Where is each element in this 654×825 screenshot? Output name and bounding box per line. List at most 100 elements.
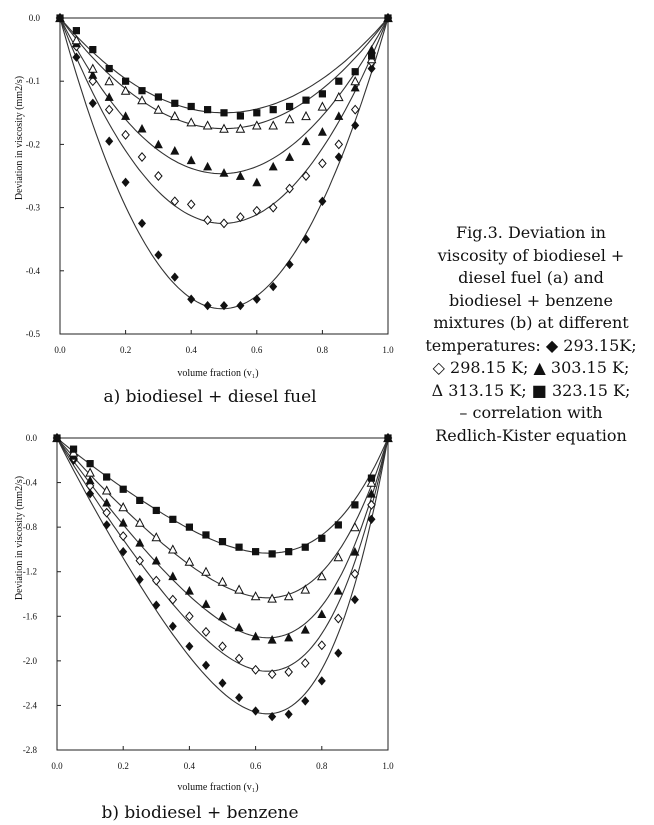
marker-triangle-open-3 — [101, 485, 112, 495]
x-tick-label: 0.8 — [317, 345, 329, 355]
marker-triangle-open-3 — [250, 591, 261, 601]
x-tick-label: 0.6 — [250, 761, 262, 771]
marker-diamond-filled-0 — [252, 294, 261, 304]
marker-diamond-filled-0 — [121, 177, 130, 187]
marker-diamond-open-1 — [367, 499, 376, 510]
marker-triangle-filled-2 — [235, 171, 245, 180]
marker-diamond-filled-0 — [72, 52, 81, 62]
marker-square-filled-4 — [53, 434, 61, 442]
marker-square-filled-4 — [285, 548, 293, 556]
marker-square-filled-4 — [187, 102, 195, 111]
caption-line: ◇ 298.15 K; ▲ 303.15 K; — [432, 358, 630, 377]
y-tick-label: 0.0 — [26, 433, 38, 443]
y-tick-label: -1.2 — [23, 567, 37, 577]
caption-line: biodiesel + benzene — [449, 290, 613, 310]
marker-triangle-open-3 — [120, 85, 131, 95]
marker-triangle-filled-2 — [104, 92, 114, 101]
marker-diamond-open-1 — [152, 575, 161, 586]
marker-diamond-open-1 — [234, 653, 244, 664]
marker-diamond-filled-0 — [367, 514, 376, 524]
marker-square-filled-4 — [235, 543, 243, 551]
marker-diamond-filled-0 — [285, 259, 294, 270]
marker-diamond-open-1 — [350, 568, 360, 579]
marker-diamond-open-1 — [135, 555, 144, 566]
marker-triangle-filled-2 — [251, 631, 261, 641]
y-tick-label: -0.4 — [23, 478, 38, 488]
marker-triangle-open-3 — [300, 584, 311, 594]
fit-curve-1 — [59, 17, 389, 224]
marker-triangle-open-3 — [267, 593, 277, 603]
marker-triangle-filled-2 — [137, 123, 147, 133]
marker-square-filled-4 — [218, 538, 227, 546]
y-tick-label: -0.8 — [23, 522, 38, 532]
x-tick-label: 0.0 — [51, 761, 63, 771]
marker-square-filled-4 — [152, 506, 160, 515]
marker-diamond-filled-0 — [187, 294, 196, 304]
marker-square-filled-4 — [253, 109, 261, 117]
marker-diamond-filled-0 — [301, 696, 310, 706]
marker-square-filled-4 — [122, 77, 130, 85]
panel-caption-a: a) biodiesel + diesel fuel — [103, 387, 316, 407]
y-axis-label-a: Deviation in viscosity (mm2/s) — [14, 76, 25, 200]
marker-diamond-filled-0 — [220, 300, 228, 311]
figure-caption: Fig.3. Deviation in viscosity of biodies… — [408, 222, 654, 447]
marker-diamond-filled-0 — [235, 692, 244, 703]
marker-triangle-open-3 — [87, 63, 98, 73]
marker-triangle-open-3 — [151, 532, 162, 542]
y-tick-label: -0.5 — [26, 329, 41, 339]
marker-diamond-open-1 — [318, 158, 327, 169]
marker-square-filled-4 — [302, 96, 310, 104]
marker-triangle-open-3 — [184, 556, 195, 566]
marker-square-filled-4 — [286, 102, 294, 111]
x-tick-label: 1.0 — [382, 345, 394, 355]
marker-square-filled-4 — [204, 106, 212, 114]
y-tick-label: -0.2 — [26, 139, 40, 149]
y-tick-label: -0.3 — [26, 203, 41, 213]
marker-triangle-filled-2 — [151, 555, 161, 565]
marker-diamond-open-1 — [236, 212, 245, 223]
marker-diamond-open-1 — [185, 611, 194, 622]
marker-square-filled-4 — [268, 550, 276, 558]
plot-frame — [59, 17, 389, 335]
marker-triangle-filled-2 — [252, 177, 262, 187]
marker-diamond-open-1 — [334, 613, 343, 624]
marker-diamond-open-1 — [252, 205, 262, 216]
marker-diamond-open-1 — [285, 183, 294, 194]
x-tick-label: 0.8 — [316, 761, 328, 771]
marker-diamond-filled-0 — [102, 520, 111, 530]
marker-square-filled-4 — [171, 99, 179, 107]
marker-triangle-open-3 — [234, 584, 244, 594]
x-axis-label-a: volume fraction (v₁) — [177, 368, 258, 379]
plot-frame — [56, 437, 389, 751]
caption-line: viscosity of biodiesel + — [437, 245, 625, 265]
marker-square-filled-4 — [89, 46, 97, 54]
marker-triangle-open-3 — [201, 566, 211, 576]
marker-triangle-filled-2 — [285, 152, 295, 161]
marker-triangle-filled-2 — [186, 155, 196, 165]
marker-triangle-filled-2 — [234, 622, 244, 632]
marker-triangle-open-3 — [317, 101, 328, 111]
marker-diamond-filled-0 — [135, 574, 144, 585]
caption-line: diesel fuel (a) and — [458, 268, 604, 287]
marker-square-filled-4 — [105, 64, 113, 73]
y-tick-label: -2.4 — [23, 700, 38, 710]
marker-triangle-filled-2 — [135, 538, 145, 547]
marker-diamond-filled-0 — [88, 98, 97, 108]
marker-triangle-open-3 — [137, 95, 147, 105]
x-tick-label: 0.6 — [251, 345, 263, 355]
marker-diamond-filled-0 — [351, 120, 360, 131]
marker-diamond-open-1 — [334, 139, 344, 150]
marker-diamond-open-1 — [170, 196, 180, 207]
marker-diamond-open-1 — [186, 199, 196, 210]
marker-diamond-filled-0 — [105, 136, 114, 146]
marker-diamond-filled-0 — [138, 218, 146, 229]
caption-line: Fig.3. Deviation in — [456, 223, 606, 242]
marker-diamond-open-1 — [118, 531, 128, 542]
marker-diamond-filled-0 — [269, 281, 278, 292]
chart-panel-b: Deviation in viscosity (mm2/s) volume fr… — [14, 432, 394, 823]
marker-triangle-open-3 — [350, 76, 361, 86]
marker-diamond-filled-0 — [218, 678, 227, 688]
marker-square-filled-4 — [138, 87, 146, 95]
marker-diamond-filled-0 — [334, 648, 343, 658]
y-tick-label: -0.4 — [26, 266, 41, 276]
